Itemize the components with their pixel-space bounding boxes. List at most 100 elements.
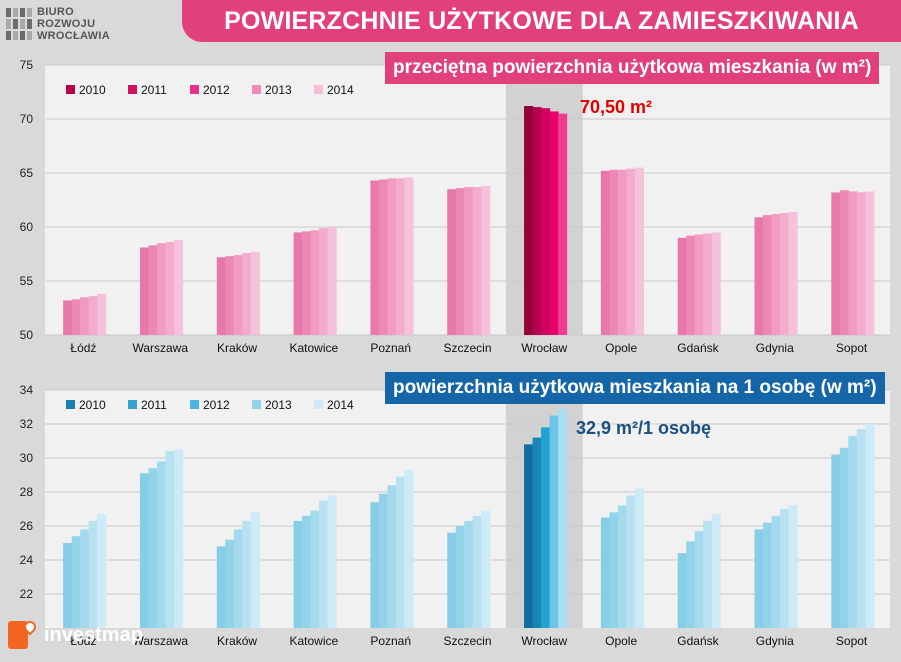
chart2-bar <box>541 427 551 628</box>
chart1-ytick-label: 55 <box>20 274 34 288</box>
chart2-legend-label: 2014 <box>327 398 354 412</box>
chart2-bar <box>310 510 320 628</box>
chart2-bar <box>617 505 627 628</box>
chart1-bar <box>609 169 619 335</box>
chart1-bar <box>395 178 406 335</box>
chart2-bar <box>80 529 90 628</box>
chart1-bar <box>327 227 337 335</box>
chart1-bar <box>848 191 858 335</box>
chart1-bar <box>173 239 184 335</box>
chart2-bar <box>455 526 465 628</box>
chart1-bar <box>71 299 81 335</box>
chart2-bar <box>464 520 474 628</box>
chart2-bar <box>472 515 482 628</box>
chart2-xtick-label: Katowice <box>290 634 339 648</box>
chart2-bar <box>686 541 696 628</box>
chart2-xtick-label: Łódź <box>70 634 96 648</box>
chart2-legend-label: 2013 <box>265 398 292 412</box>
chart2-bar <box>139 473 150 628</box>
chart2-bar <box>856 429 866 628</box>
investmap-logo: investmap <box>6 617 143 653</box>
chart1-bar <box>225 256 235 335</box>
chart1-bar <box>686 235 696 335</box>
chart2-bar <box>293 520 303 628</box>
chart1-bar <box>472 187 482 335</box>
chart1-bar <box>242 252 252 335</box>
chart1-xtick-label: Warszawa <box>132 341 188 355</box>
chart1-bar <box>378 179 389 335</box>
chart1-ytick-label: 75 <box>20 58 34 72</box>
chart2-ytick-label: 32 <box>20 417 34 431</box>
chart2-bar <box>703 520 713 628</box>
chart1-bar <box>63 300 73 335</box>
chart1-bar <box>634 167 644 335</box>
chart1-bar <box>524 106 534 335</box>
chart2-bar <box>225 539 235 628</box>
chart1-bar <box>481 185 491 335</box>
chart1-bar <box>677 237 687 335</box>
chart2-ytick-label: 26 <box>20 519 34 533</box>
chart2-bar <box>165 451 175 628</box>
chart1-xtick-label: Opole <box>605 341 637 355</box>
chart2-bar <box>754 529 764 628</box>
chart2-bar <box>242 520 252 628</box>
chart1-bar <box>156 243 167 335</box>
logo-grid-icon <box>6 8 32 40</box>
chart2-bar <box>848 435 858 628</box>
chart1-ytick-label: 60 <box>20 220 34 234</box>
chart1-xtick-label: Poznań <box>370 341 411 355</box>
chart1-legend-swatch <box>314 85 323 94</box>
chart-avg-dwelling-area: 50 55 60 65 70 75 Łódź Warszawa Kraków Katowice Po… <box>20 58 890 355</box>
chart2-bar <box>839 447 849 628</box>
chart1-bar <box>370 180 380 335</box>
chart2-bar <box>558 408 568 628</box>
chart2-ytick-label: 22 <box>20 587 34 601</box>
chart1-bar <box>788 211 798 335</box>
chart2-bar <box>378 493 389 628</box>
chart2-bar <box>788 505 798 628</box>
chart2-bar <box>156 461 167 628</box>
chart2-bar <box>404 469 414 628</box>
chart1-ytick-label: 50 <box>20 328 34 342</box>
chart2-legend-label: 2011 <box>141 398 167 412</box>
chart-area-per-person: 22 24 26 28 30 32 34 Łódź Warszawa Kraków Katowice… <box>20 383 890 648</box>
chart2-title: powierzchnia użytkowa mieszkania na 1 os… <box>385 372 885 404</box>
chart1-bar <box>88 296 98 335</box>
chart1-bar <box>839 190 849 335</box>
chart2-xtick-label: Poznań <box>370 634 411 648</box>
investmap-brand: investmap <box>44 623 143 646</box>
chart1-legend-swatch <box>66 85 75 94</box>
chart1-annotation: 70,50 m² <box>580 97 653 117</box>
chart1-bar <box>455 188 465 335</box>
chart2-legend-swatch <box>252 400 261 409</box>
chart1-xtick-label: Łódź <box>70 341 96 355</box>
chart1-legend-label: 2010 <box>79 83 106 97</box>
chart1-bar <box>865 191 875 335</box>
chart1-bar <box>250 251 260 335</box>
chart2-bar <box>626 495 636 628</box>
chart2-legend-swatch <box>314 400 323 409</box>
chart1-bar <box>763 215 773 335</box>
chart2-bar <box>532 437 542 628</box>
chart1-ytick-label: 65 <box>20 166 34 180</box>
chart1-legend-label: 2014 <box>327 83 354 97</box>
chart1-legend-swatch <box>128 85 137 94</box>
chart1-bar <box>148 245 158 335</box>
chart2-bar <box>771 515 781 628</box>
chart1-ytick-label: 70 <box>20 112 34 126</box>
chart2-bar <box>865 424 875 628</box>
chart2-bar <box>831 454 841 628</box>
chart2-bar <box>233 529 243 628</box>
chart1-bar <box>532 107 542 336</box>
chart2-legend-swatch <box>66 400 75 409</box>
chart1-legend-swatch <box>252 85 261 94</box>
chart1-bar <box>216 257 226 335</box>
page-title: POWIERZCHNIE UŻYTKOWE DLA ZAMIESZKIWANIA <box>224 6 859 35</box>
chart2-bar <box>370 502 380 628</box>
chart1-bar <box>771 214 781 335</box>
logo-text: BIURO ROZWOJU WROCŁAWIA <box>37 6 110 42</box>
page-title-banner: POWIERZCHNIE UŻYTKOWE DLA ZAMIESZKIWANIA <box>182 0 901 42</box>
chart1-bar <box>711 232 721 335</box>
chart2-bar <box>609 512 619 628</box>
chart2-bar <box>481 510 491 628</box>
